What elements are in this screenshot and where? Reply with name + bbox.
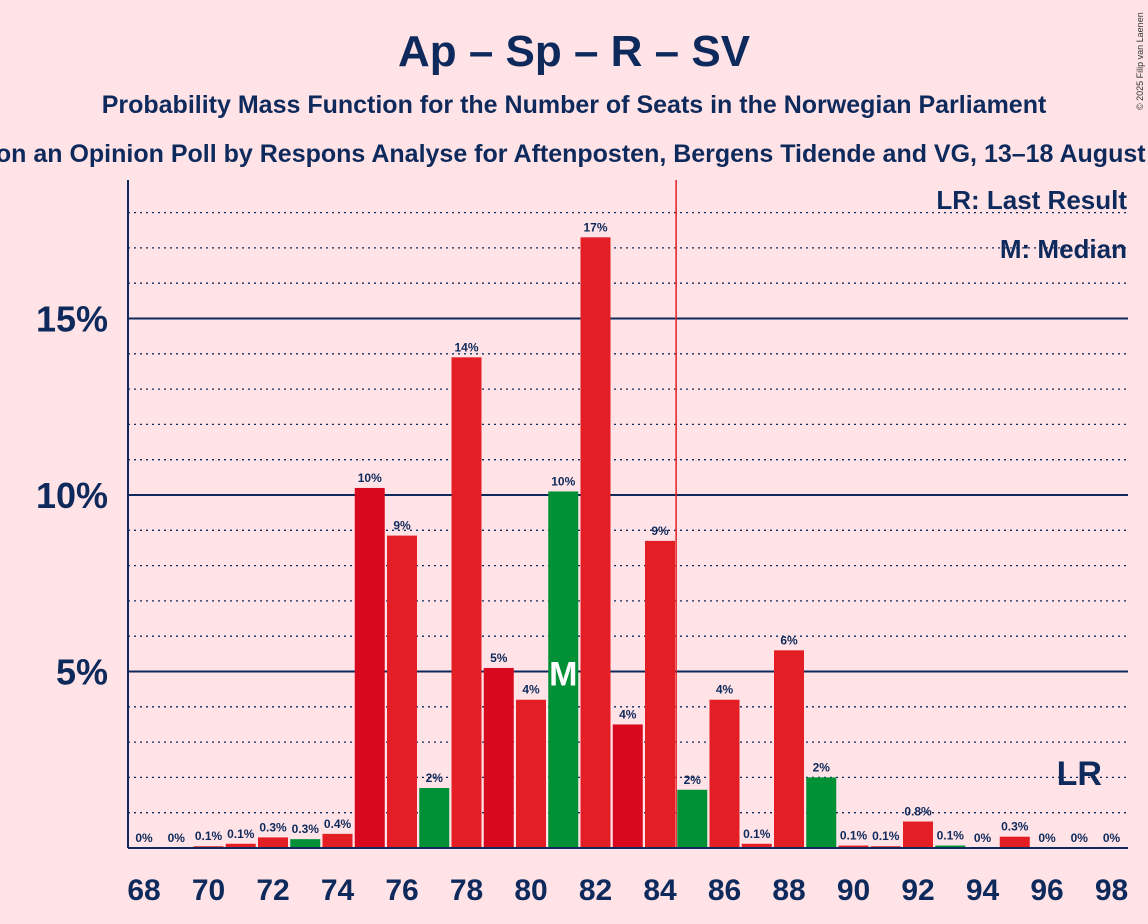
bar-seat-72 [258,837,288,848]
bar-seat-89 [806,777,837,848]
bar-seat-88 [774,650,804,848]
last-result-marker: LR [1057,755,1102,793]
bar-label-seat-82: 17% [583,220,607,234]
bar-label-seat-89: 2% [813,760,831,774]
bar-label-seat-90: 0.1% [840,829,868,843]
bar-seat-78 [451,357,482,848]
bar-label-seat-72: 0.3% [259,820,287,834]
bars-group [193,237,1030,848]
bar-label-seat-68: 0% [135,831,153,845]
bar-seat-80 [516,699,546,848]
x-tick-label: 74 [321,874,355,907]
x-tick-label: 92 [901,874,934,907]
bar-label-seat-98: 0% [1103,831,1121,845]
bar-label-seat-88: 6% [780,633,798,647]
bar-label-seat-78: 14% [454,340,478,354]
x-tick-label: 70 [192,874,225,907]
x-tick-label: 82 [579,874,612,907]
x-tick-label: 72 [256,874,289,907]
x-tick-label: 68 [127,874,160,907]
chart-subtitle: Probability Mass Function for the Number… [102,91,1047,119]
chart-title: Ap – Sp – R – SV [398,27,751,76]
bar-seat-90 [838,845,869,848]
bar-seat-86 [709,699,740,848]
y-tick-label: 15% [36,299,108,340]
x-tick-label: 90 [837,874,870,907]
grid-lines [128,211,1128,814]
x-tick-label: 96 [1030,874,1063,907]
bar-label-seat-71: 0.1% [227,827,255,841]
bar-label-seat-85: 2% [684,773,702,787]
bar-seat-71 [225,843,256,848]
bar-seat-82 [580,237,611,848]
x-tick-label: 78 [450,874,483,907]
x-tick-label: 88 [772,874,805,907]
chart-subsubtitle: Based on an Opinion Poll by Respons Anal… [0,140,1148,168]
bar-seat-85 [677,789,708,848]
bar-label-seat-97: 0% [1071,831,1089,845]
bar-seat-73 [290,839,321,848]
bar-seat-76 [387,535,417,848]
bar-label-seat-79: 5% [490,651,508,665]
bar-label-seat-96: 0% [1038,831,1056,845]
bar-label-seat-81: 10% [551,474,575,488]
bar-label-seat-84: 9% [651,524,669,538]
bar-seat-93 [935,845,966,848]
legend-last-result: LR: Last Result [936,185,1127,215]
bar-seat-84 [645,540,675,848]
x-tick-label: 84 [643,874,677,907]
bar-label-seat-75: 10% [358,471,382,485]
bar-seat-77 [419,787,450,848]
bar-label-seat-70: 0.1% [195,829,223,843]
y-tick-label: 5% [56,652,108,693]
bar-seat-79 [483,667,514,848]
bar-seat-81 [548,491,579,848]
y-tick-label: 10% [36,475,108,516]
axes-group: 5% 10% 15% 68 70 72 74 76 78 80 82 84 86 88 90 92 94 96 98 [36,180,1128,907]
bar-seat-75 [354,487,385,848]
bar-label-seat-86: 4% [716,683,734,697]
bar-label-seat-80: 4% [522,683,540,697]
bar-seat-83 [612,724,643,848]
median-marker: M [549,656,577,694]
legend-median: M: Median [1000,234,1127,264]
x-tick-label: 98 [1095,874,1128,907]
bar-seat-87 [741,843,772,848]
x-tick-label: 94 [966,874,1000,907]
copyright-text: © 2025 Filip van Laenen [1135,12,1145,110]
bar-label-seat-93: 0.1% [937,829,965,843]
bar-label-seat-92: 0.8% [904,805,932,819]
bar-label-seat-91: 0.1% [872,829,900,843]
x-tick-label: 80 [514,874,547,907]
bar-label-seat-73: 0.3% [292,822,320,836]
bar-label-seat-87: 0.1% [743,827,771,841]
bar-label-seat-77: 2% [426,771,444,785]
bar-label-seat-74: 0.4% [324,817,352,831]
bar-labels-group: 0% 0% 0.1% 0.1% 0.3% 0.3% 0.4% 10% 9% 2% 14% 5% 4% 10… [135,220,1120,845]
bar-label-seat-76: 9% [393,519,411,533]
bar-label-seat-94: 0% [974,831,992,845]
bar-label-seat-69: 0% [168,831,186,845]
bar-label-seat-95: 0.3% [1001,820,1029,834]
bar-seat-92 [903,821,933,848]
bar-label-seat-83: 4% [619,707,637,721]
bar-seat-74 [322,833,353,848]
bar-seat-95 [999,836,1030,848]
x-tick-label: 76 [385,874,418,907]
x-tick-label: 86 [708,874,741,907]
